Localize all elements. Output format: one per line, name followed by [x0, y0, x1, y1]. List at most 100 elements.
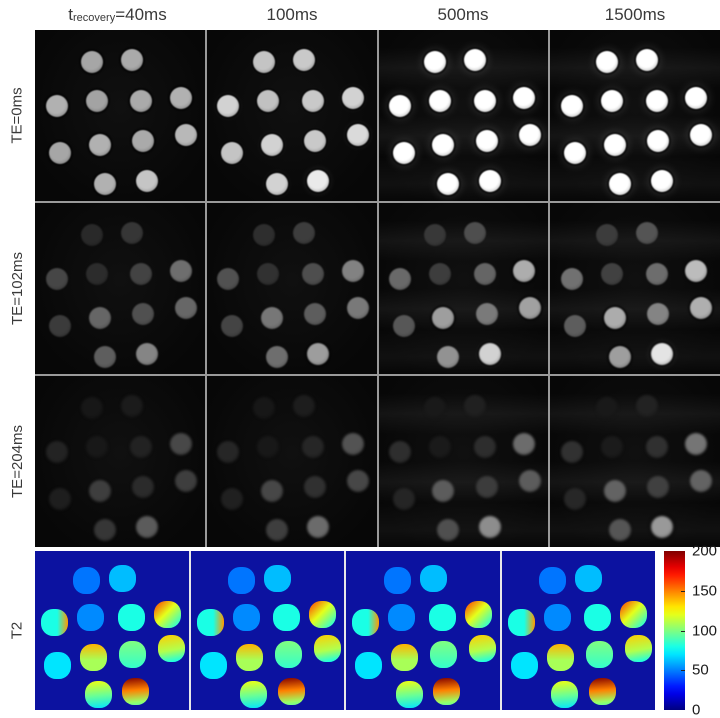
colorbar-notch	[681, 590, 685, 592]
vial-3	[389, 268, 412, 291]
vial-6	[513, 260, 536, 283]
vial-6	[169, 87, 192, 110]
vial-11	[609, 345, 632, 368]
vial-3	[45, 268, 68, 291]
vial-5	[645, 263, 668, 286]
mri-panel-te0-trec500	[378, 30, 549, 201]
vial-10	[175, 469, 198, 492]
vial-11	[437, 172, 460, 195]
t2-vial-5	[273, 603, 301, 631]
t2-map-trec500	[346, 551, 500, 710]
t2-vial-2	[419, 565, 447, 593]
vial-3	[217, 95, 240, 118]
vial-12	[307, 515, 330, 538]
vial-3	[560, 268, 583, 291]
vial-2	[120, 221, 143, 244]
vial-11	[93, 172, 116, 195]
vial-5	[130, 263, 153, 286]
t2-vial-4	[77, 603, 105, 631]
vial-8	[88, 479, 111, 502]
vial-8	[88, 133, 111, 156]
vial-4	[85, 90, 108, 113]
t2-vial-1	[539, 566, 567, 594]
vial-3	[560, 95, 583, 118]
vial-12	[650, 515, 673, 538]
vial-7	[392, 141, 415, 164]
vial-7	[49, 314, 72, 337]
vial-3	[45, 441, 68, 464]
vial-1	[424, 223, 447, 246]
vial-9	[647, 130, 670, 153]
vial-8	[432, 479, 455, 502]
vial-4	[429, 90, 452, 113]
t2-colorbar	[664, 551, 685, 710]
vial-8	[604, 133, 627, 156]
vial-2	[292, 221, 315, 244]
vial-10	[518, 469, 541, 492]
t2-vial-7	[199, 651, 227, 679]
t2-map-trec40	[35, 551, 189, 710]
colorbar-tick-50: 50	[692, 661, 709, 679]
vial-7	[49, 141, 72, 164]
mri-panel-te102-trec500	[378, 203, 549, 374]
t2-vial-12	[122, 677, 150, 705]
vial-7	[49, 487, 72, 510]
colorbar-tick-200: 200	[692, 542, 718, 560]
t2-vial-2	[575, 565, 603, 593]
vial-9	[132, 303, 155, 326]
mri-panel-te204-trec40	[35, 376, 205, 547]
t2-vial-8	[391, 644, 419, 672]
vial-5	[645, 90, 668, 113]
vial-7	[564, 141, 587, 164]
vial-2	[464, 48, 487, 71]
vial-10	[518, 123, 541, 146]
vial-5	[645, 436, 668, 459]
vial-9	[303, 303, 326, 326]
t2-vial-12	[433, 677, 461, 705]
vial-9	[475, 476, 498, 499]
vial-7	[220, 487, 243, 510]
t2-vial-9	[430, 640, 458, 668]
t2-vial-9	[585, 640, 613, 668]
vial-2	[636, 394, 658, 417]
row-label-te204: TE=204ms	[8, 425, 26, 498]
vial-6	[341, 433, 364, 456]
vial-5	[130, 436, 153, 459]
vial-12	[650, 342, 673, 365]
vial-5	[302, 90, 325, 113]
t2-vial-9	[274, 640, 302, 668]
t2-vial-7	[510, 651, 538, 679]
vial-1	[80, 223, 103, 246]
column-header-1500ms: 1500ms	[604, 5, 666, 24]
vial-10	[346, 123, 369, 146]
t2-vial-9	[119, 640, 147, 668]
vial-3	[389, 441, 412, 464]
t2-vial-12	[588, 677, 616, 705]
vial-2	[464, 394, 487, 417]
vial-6	[685, 260, 708, 283]
vial-11	[93, 518, 116, 541]
t2-vial-2	[264, 565, 292, 593]
vial-2	[120, 48, 143, 71]
vial-1	[596, 50, 619, 73]
vial-2	[464, 221, 487, 244]
vial-1	[252, 396, 275, 419]
t2-vial-10	[158, 634, 186, 662]
t2-map-trec1500	[501, 551, 655, 710]
vial-1	[424, 396, 447, 419]
vial-3	[560, 441, 583, 464]
vial-12	[307, 342, 330, 365]
vial-1	[80, 396, 103, 419]
t2-map-trec100	[190, 551, 344, 710]
vial-8	[432, 306, 455, 329]
vial-9	[647, 476, 670, 499]
vial-7	[220, 314, 243, 337]
t2-vial-3	[507, 608, 535, 636]
vial-5	[473, 436, 496, 459]
colorbar-notch	[681, 670, 685, 672]
vial-8	[604, 479, 627, 502]
t2-vial-5	[117, 603, 145, 631]
vial-11	[265, 345, 288, 368]
vial-2	[292, 394, 315, 417]
